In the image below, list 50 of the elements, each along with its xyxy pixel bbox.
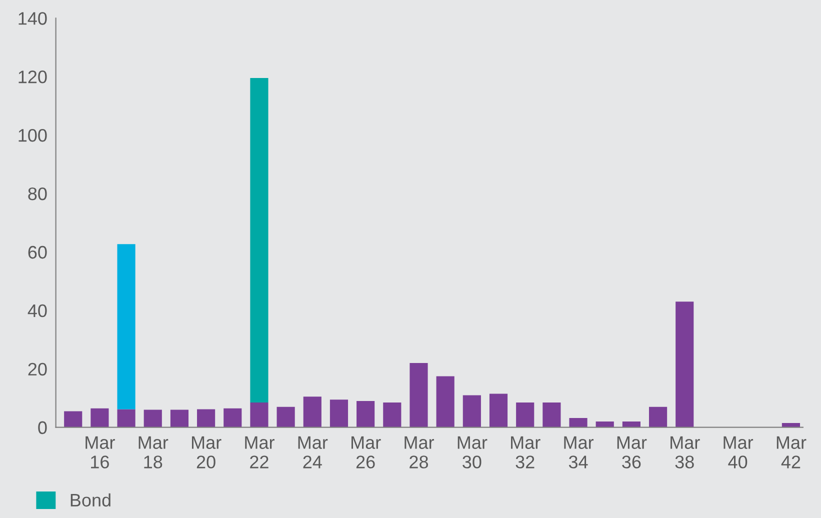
bar [170,410,188,428]
x-tick-label: Mar 38 [670,436,700,468]
bar [276,406,295,428]
bar [330,400,348,428]
x-tick-label: Mar 30 [458,436,488,468]
bar [303,396,322,428]
bar [250,402,268,428]
x-tick-label: Mar 40 [724,436,754,468]
bar [648,406,668,428]
bar [516,402,534,428]
x-tick-label: Mar 36 [617,436,647,468]
y-tick-label: 140 [18,12,47,25]
bar [410,363,428,428]
x-tick-label: Mar 18 [138,436,168,468]
bar [117,409,136,428]
bar [622,422,640,428]
bar [117,244,136,410]
bar [64,411,82,428]
bar [436,376,454,428]
bar [383,402,402,428]
y-tick-label: 40 [28,304,47,318]
bar [569,418,588,428]
y-tick-label: 20 [28,362,47,376]
x-tick-label: Mar 34 [564,436,594,468]
bar [356,401,375,428]
bar [90,408,109,428]
x-tick-label: Mar 32 [511,436,540,468]
y-tick-label: 80 [28,187,47,200]
bar [224,408,242,428]
bar [596,422,614,428]
bar [462,395,481,428]
bar [782,422,800,428]
bar [542,402,561,428]
bar [489,394,508,428]
y-tick-label: 60 [28,246,47,259]
bar [676,302,694,428]
x-tick-label: Mar 20 [192,436,222,468]
y-tick-label: 100 [18,128,47,142]
x-tick-label: Mar 28 [404,436,434,468]
x-tick-label: Mar 24 [298,436,328,468]
bar [144,410,162,428]
y-tick-label: 120 [18,70,47,84]
x-tick-label: Mar 26 [352,436,381,468]
x-tick-label: Mar 22 [245,436,274,468]
legend-label: Bond [70,493,110,507]
bar [250,78,268,403]
bar [197,409,216,428]
x-tick-label: Mar 16 [86,436,115,468]
x-tick-label: Mar 42 [776,436,806,468]
y-tick-label: 0 [38,421,47,434]
